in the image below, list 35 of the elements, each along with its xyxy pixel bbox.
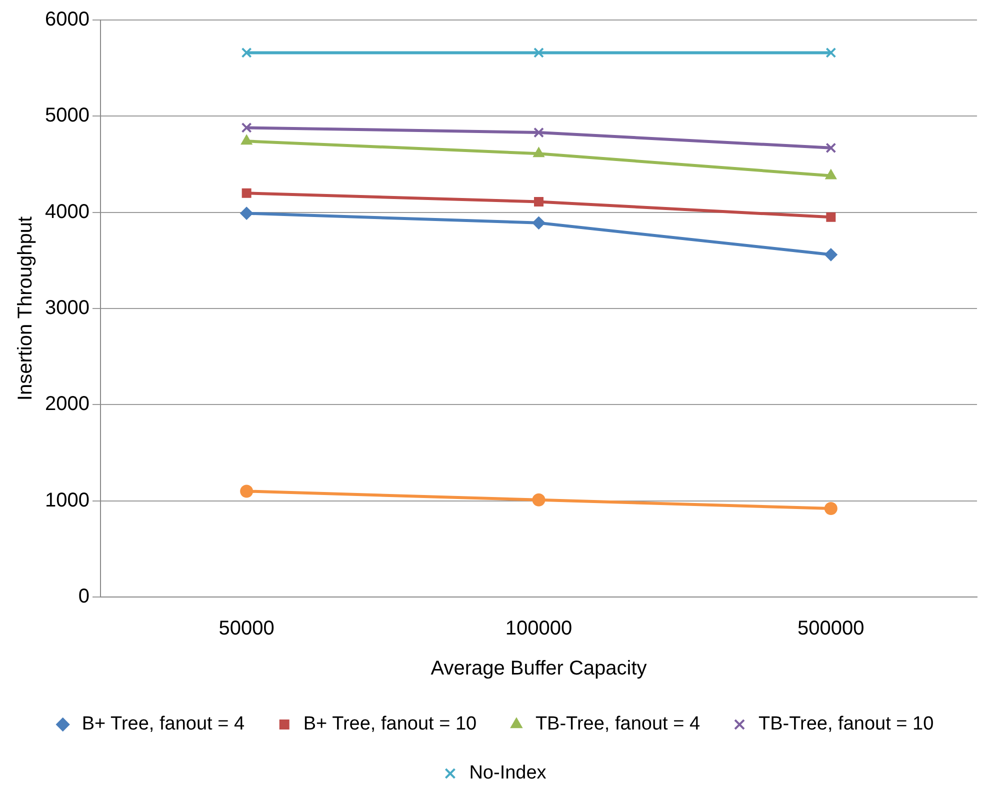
y-tick-label: 5000 — [44, 104, 90, 127]
point — [532, 493, 546, 506]
legend-label: B+ Tree, fanout = 10 — [303, 714, 477, 735]
point — [242, 188, 252, 198]
point — [241, 122, 252, 133]
point — [534, 197, 544, 206]
legend-label: TB-Tree, fanout = 4 — [535, 714, 700, 735]
point — [825, 169, 837, 180]
y-tick-label: 2000 — [44, 393, 90, 416]
x-tick-label: 500000 — [798, 618, 864, 640]
x-axis-title: Average Buffer Capacity — [430, 658, 647, 680]
point — [532, 216, 546, 230]
y-tick-label: 0 — [78, 586, 90, 608]
y-tick-label: 1000 — [44, 489, 90, 512]
point — [826, 47, 836, 58]
x-tick-label: 100000 — [505, 618, 572, 640]
point — [826, 142, 836, 154]
point — [240, 206, 254, 220]
point — [533, 147, 544, 158]
point — [241, 47, 252, 58]
point — [240, 134, 252, 145]
point — [824, 248, 838, 262]
point — [534, 47, 544, 58]
y-tick-label: 3000 — [44, 297, 90, 320]
x-tick-label: 50000 — [218, 618, 274, 640]
y-tick-label: 4000 — [44, 200, 90, 223]
legend-label: B+ Tree, fanout = 4 — [82, 714, 245, 735]
y-axis-title: Insertion Throughput — [14, 216, 37, 401]
point — [826, 212, 836, 222]
point — [240, 484, 254, 498]
point — [534, 127, 544, 138]
y-tick-label: 6000 — [44, 8, 90, 31]
point — [824, 502, 838, 516]
legend-label: TB-Tree, fanout = 10 — [758, 714, 934, 735]
legend-label: No-Index — [469, 762, 547, 784]
